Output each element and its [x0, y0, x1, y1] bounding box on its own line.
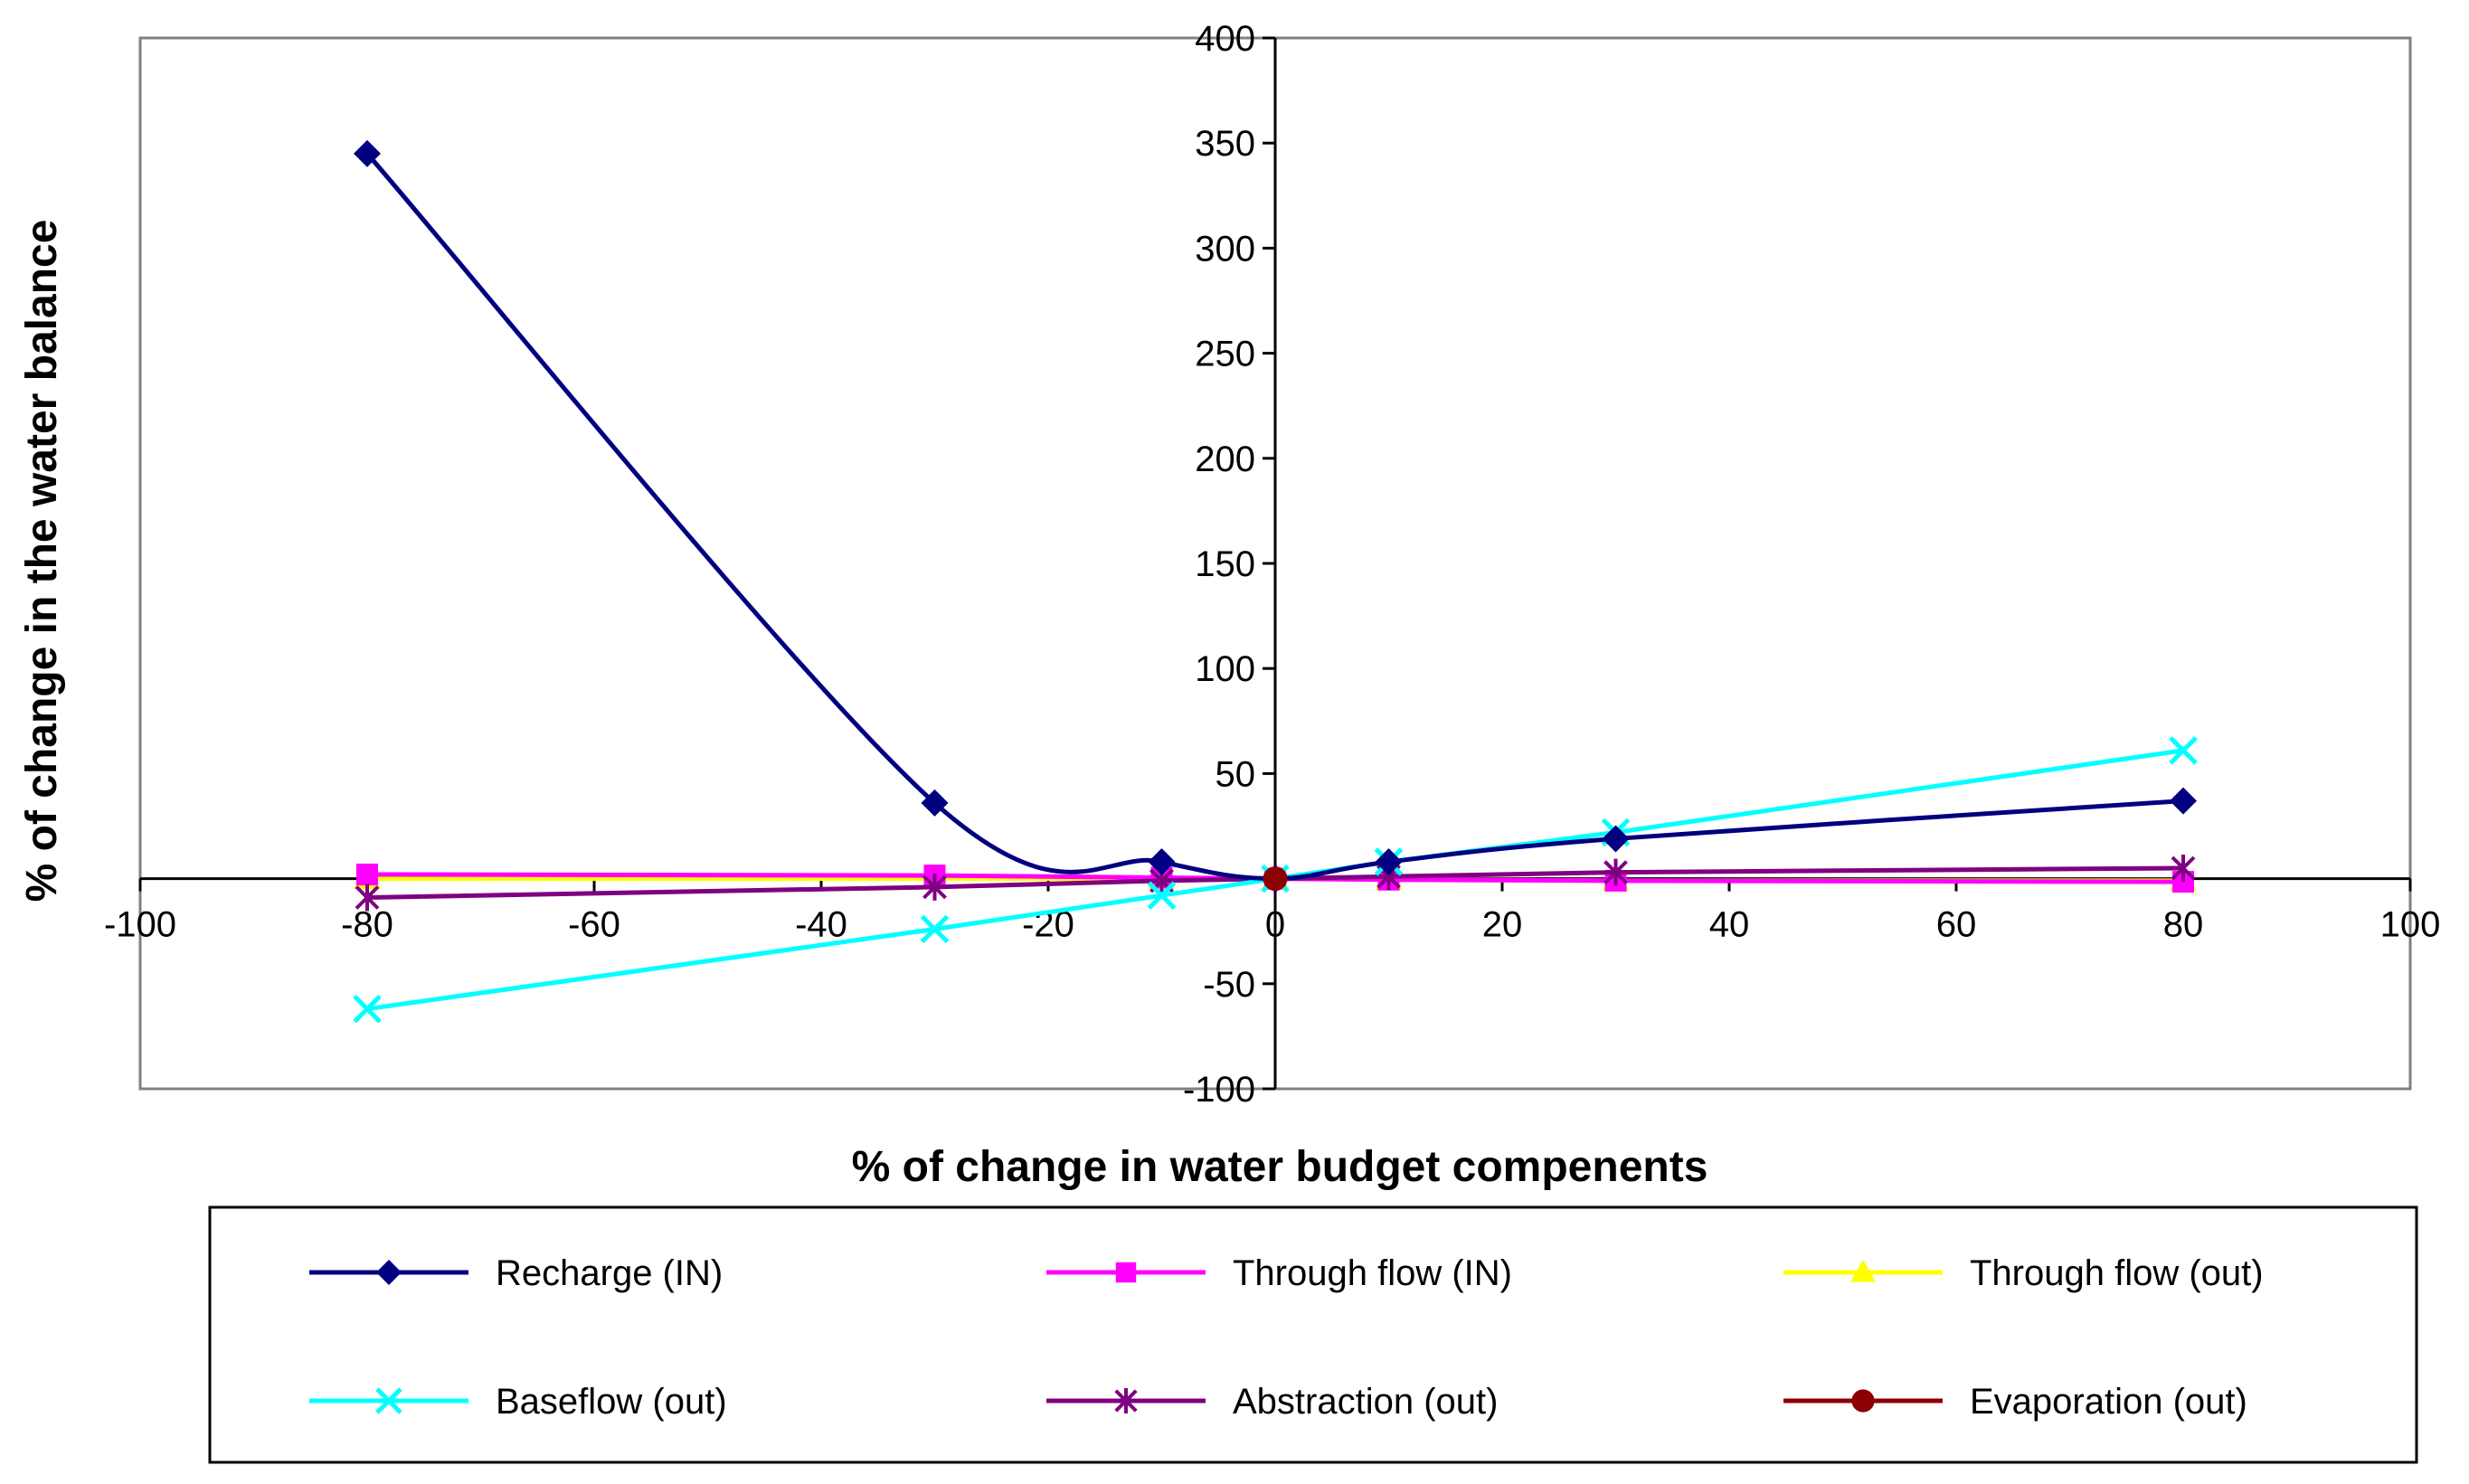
legend-item-through-flow-in: Through flow (IN) — [1046, 1253, 1512, 1293]
legend-label: Evaporation (out) — [1970, 1382, 2247, 1422]
data-point-triangle — [1850, 1260, 1876, 1282]
x-tick-label: -100 — [104, 905, 176, 945]
legend-label: Baseflow (out) — [496, 1382, 727, 1422]
x-tick-label: -80 — [341, 905, 393, 945]
data-point-x — [375, 1387, 402, 1414]
legend-frame — [208, 1205, 2418, 1464]
x-axis-title: % of change in water budget compenents — [852, 1143, 1708, 1191]
y-tick-label: -100 — [1183, 1070, 1255, 1110]
data-point-diamond — [376, 1260, 402, 1285]
data-point-diamond — [1375, 848, 1403, 876]
x-tick-label: -60 — [568, 905, 620, 945]
x-tick-label: 100 — [2380, 905, 2441, 945]
data-point-square — [1115, 1262, 1137, 1283]
y-tick-label: 350 — [1195, 124, 1255, 164]
data-point-diamond — [2170, 787, 2197, 815]
legend-label: Through flow (out) — [1970, 1253, 2264, 1293]
legend: Recharge (IN) Through flow (IN) Through fl… — [309, 1253, 2264, 1422]
legend-label: Abstraction (out) — [1233, 1382, 1498, 1422]
data-point-diamond — [921, 789, 949, 817]
x-tick-label: 60 — [1936, 905, 1977, 945]
legend-label: Through flow (IN) — [1233, 1253, 1512, 1293]
data-point-diamond — [1148, 848, 1176, 876]
y-tick-label: 250 — [1195, 335, 1255, 374]
series-line — [365, 152, 2184, 882]
data-point-diamond — [354, 139, 381, 167]
series-evaporation-out — [1263, 866, 1288, 892]
data-point-diamond — [1602, 825, 1630, 853]
y-tick-label: 100 — [1195, 649, 1255, 689]
y-tick-label: -50 — [1203, 965, 1255, 1005]
legend-label: Recharge (IN) — [496, 1253, 723, 1293]
x-tick-label: 0 — [1265, 905, 1285, 945]
data-point-square — [356, 863, 378, 885]
data-point-x — [1147, 881, 1177, 910]
legend-item-through-flow-out: Through flow (out) — [1783, 1253, 2264, 1293]
data-point-circle — [1851, 1389, 1875, 1413]
data-point-x — [2169, 736, 2198, 765]
x-tick-label: 40 — [1709, 905, 1750, 945]
data-point-asterisk — [922, 873, 947, 901]
data-point-asterisk — [1603, 858, 1628, 886]
legend-item-recharge-in: Recharge (IN) — [309, 1253, 723, 1293]
data-point-circle — [1263, 866, 1288, 892]
data-point-asterisk — [1114, 1388, 1138, 1413]
y-tick-label: 50 — [1216, 754, 1256, 794]
legend-item-abstraction-out: Abstraction (out) — [1046, 1382, 1498, 1422]
x-tick-label: 80 — [2163, 905, 2204, 945]
legend-item-baseflow-out: Baseflow (out) — [309, 1382, 727, 1422]
data-point-asterisk — [355, 884, 380, 912]
data-point-x — [353, 994, 382, 1024]
x-tick-label: -40 — [795, 905, 847, 945]
legend-item-evaporation-out: Evaporation (out) — [1783, 1382, 2247, 1422]
y-tick-label: 300 — [1195, 229, 1255, 269]
data-series — [353, 139, 2198, 1024]
data-point-asterisk — [2171, 854, 2196, 882]
y-tick-label: 200 — [1195, 440, 1255, 479]
y-axis-title: % of change in the water balance — [18, 220, 66, 903]
y-tick-label: 400 — [1195, 19, 1255, 59]
x-tick-label: 20 — [1482, 905, 1523, 945]
data-point-x — [920, 914, 950, 944]
y-tick-label: 150 — [1195, 544, 1255, 584]
